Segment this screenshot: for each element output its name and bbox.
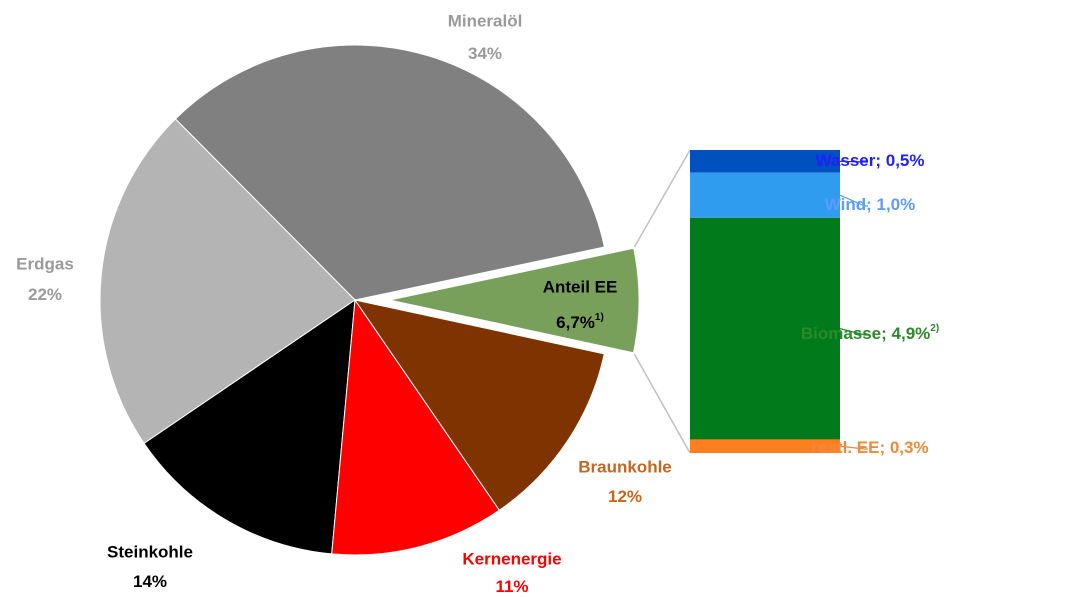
leader-line bbox=[839, 328, 868, 336]
leader-line bbox=[839, 160, 868, 163]
slice-value-text: 12% bbox=[608, 487, 642, 506]
bar-segment bbox=[690, 217, 840, 440]
pie-slice bbox=[143, 298, 356, 555]
connector bbox=[633, 353, 691, 454]
bar-segment bbox=[690, 150, 840, 173]
slice-value-text: 6,7% bbox=[556, 313, 595, 332]
slice-value-text: 22% bbox=[28, 285, 62, 304]
pie-slice bbox=[331, 298, 501, 556]
pie-slice bbox=[353, 299, 605, 511]
slice-label: Kernenergie bbox=[462, 549, 561, 568]
pie-slice bbox=[384, 245, 642, 356]
slice-value: 12% bbox=[608, 487, 642, 506]
footnote: 2) bbox=[930, 323, 939, 334]
slice-label: Braunkohle bbox=[578, 457, 672, 476]
bar-label-text: Wasser; 0,5% bbox=[816, 151, 925, 170]
slice-label: Mineralöl bbox=[448, 11, 523, 30]
bar-label: restl. EE; 0,3% bbox=[811, 438, 928, 457]
bar-label: Biomasse; 4,9%2) bbox=[801, 323, 939, 344]
bar-label-text: restl. EE; 0,3% bbox=[811, 438, 928, 457]
slice-label: Erdgas bbox=[16, 254, 74, 273]
slice-value: 11% bbox=[495, 577, 528, 596]
pie-slice bbox=[174, 44, 606, 301]
slice-value: 22% bbox=[28, 285, 62, 304]
pie-slice bbox=[99, 118, 356, 445]
slice-label: Steinkohle bbox=[107, 542, 193, 561]
slice-value-text: 14% bbox=[133, 572, 167, 591]
slice-value: 6,7%1) bbox=[556, 312, 604, 333]
slice-value: 34% bbox=[468, 44, 502, 63]
slice-label: Anteil EE bbox=[543, 277, 618, 296]
leader-line bbox=[839, 194, 868, 207]
bar-label: Wind; 1,0% bbox=[825, 195, 916, 214]
bar-segment bbox=[690, 172, 840, 218]
connector bbox=[633, 149, 691, 248]
bar-label-text: Wind; 1,0% bbox=[825, 195, 916, 214]
slice-value-text: 11% bbox=[495, 577, 528, 596]
bar-segment bbox=[690, 439, 840, 453]
slice-value-text: 34% bbox=[468, 44, 502, 63]
footnote: 1) bbox=[595, 312, 604, 323]
bar-label: Wasser; 0,5% bbox=[816, 151, 925, 170]
leader-line bbox=[839, 445, 868, 450]
bar-label-text: Biomasse; 4,9% bbox=[801, 324, 930, 343]
slice-value: 14% bbox=[133, 572, 167, 591]
